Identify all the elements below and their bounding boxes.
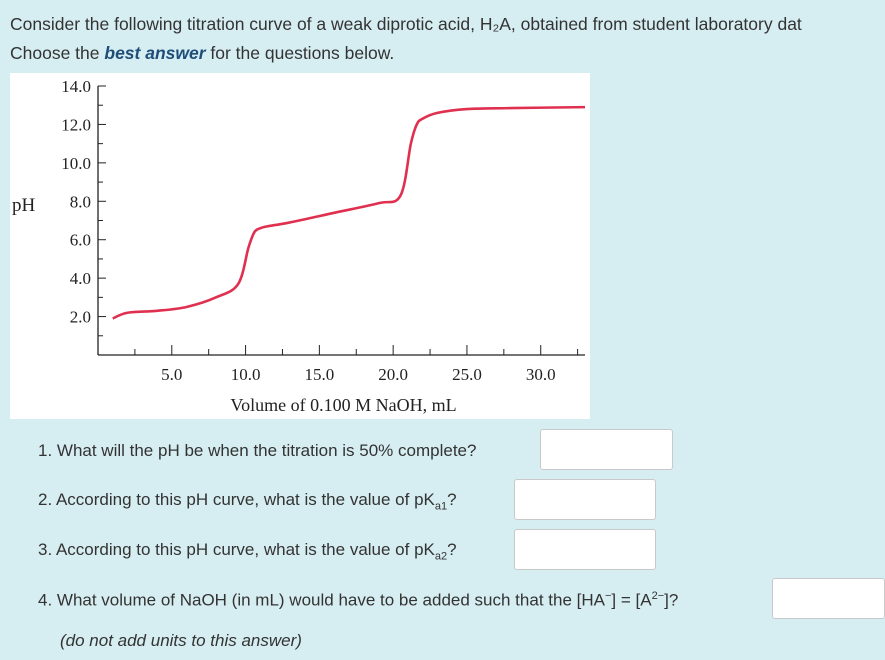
question-2-subscript: a1	[434, 500, 448, 513]
question-intro: Consider the following titration curve o…	[10, 10, 885, 68]
question-4: 4. What volume of NaOH (in mL) would hav…	[38, 590, 678, 611]
y-tick-label: 4.0	[70, 269, 91, 288]
y-tick-label: 10.0	[61, 154, 91, 173]
question-3-subscript: a2	[434, 550, 448, 563]
titration-curve	[112, 105, 586, 320]
y-tick-label: 2.0	[70, 308, 91, 327]
titration-chart-svg: 2.0 4.0 6.0 8.0 10.0 12.0 14.0 5.0 10.0 15.0 20.0 2…	[12, 77, 586, 415]
answer-4-input[interactable]	[772, 578, 885, 619]
x-axis-label: Volume of 0.100 M NaOH, mL	[230, 395, 456, 415]
question-4-text: 4. What volume of NaOH (in mL) would hav…	[38, 590, 605, 610]
x-tick-label: 10.0	[231, 365, 261, 384]
answer-1-input[interactable]	[540, 429, 673, 470]
intro-line-2: Choose the best answer for the questions…	[10, 39, 885, 68]
intro-line-2-post: for the questions below.	[205, 43, 395, 63]
answer-3-input[interactable]	[514, 529, 656, 570]
answer-2-input[interactable]	[514, 479, 656, 520]
x-tick-label: 25.0	[452, 365, 482, 384]
question-2: 2. According to this pH curve, what is t…	[38, 490, 457, 512]
question-4-mid: ] = [A	[611, 590, 652, 610]
question-2-end: ?	[447, 490, 457, 509]
intro-line-2-pre: Choose the	[10, 43, 105, 63]
x-tick-label: 20.0	[378, 365, 408, 384]
question-3-end: ?	[447, 540, 457, 559]
y-tick-label: 14.0	[61, 77, 91, 96]
question-4-sup-1: −	[604, 590, 612, 602]
titration-chart: 2.0 4.0 6.0 8.0 10.0 12.0 14.0 5.0 10.0 15.0 20.0 2…	[10, 73, 590, 419]
y-tick-label: 6.0	[70, 231, 91, 250]
x-tick-label: 30.0	[526, 365, 556, 384]
answer-note: (do not add units to this answer)	[60, 631, 302, 650]
question-1-text: 1. What will the pH be when the titratio…	[38, 441, 477, 460]
question-4-end: ]?	[664, 590, 679, 610]
question-4-sup-2: 2−	[651, 590, 665, 602]
x-tick-label: 15.0	[304, 365, 334, 384]
question-3: 3. According to this pH curve, what is t…	[38, 540, 457, 562]
x-tick-label: 5.0	[161, 365, 182, 384]
question-1: 1. What will the pH be when the titratio…	[38, 441, 476, 461]
question-3-text: 3. According to this pH curve, what is t…	[38, 540, 435, 559]
intro-line-1: Consider the following titration curve o…	[10, 14, 802, 34]
intro-emphasis: best answer	[104, 43, 206, 63]
y-tick-label: 12.0	[61, 115, 91, 134]
y-tick-label: 8.0	[70, 192, 91, 211]
y-axis-label: pH	[12, 195, 36, 216]
question-2-text: 2. According to this pH curve, what is t…	[38, 490, 435, 509]
